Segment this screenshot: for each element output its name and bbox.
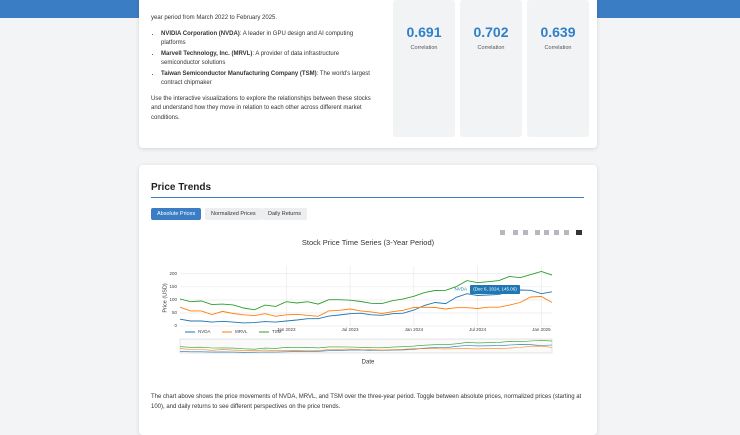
stat-value: 0.702 <box>473 24 509 40</box>
legend-label: NVDA <box>198 329 211 334</box>
tab[interactable]: Normalized Prices <box>205 208 262 220</box>
x-tick-label: Jul 2024 <box>469 327 487 332</box>
x-tick-label: Jan 2023 <box>277 327 296 332</box>
bullet-text: : A leader in GPU design and AI computin… <box>161 30 354 47</box>
intro-paragraph: Use the interactive visualizations to ex… <box>151 95 371 121</box>
stat-box: 0.691 Correlation <box>393 0 455 137</box>
series-line <box>179 296 553 317</box>
range-slider <box>179 338 553 354</box>
x-tick-label: Jan 2025 <box>532 327 551 332</box>
tooltip: (Dec 6, 2024, 145.06) NVDA <box>454 285 520 294</box>
y-tick-label: 150 <box>169 284 177 289</box>
bullet: Marvell Technology, Inc. (MRVL): A provi… <box>161 50 376 69</box>
toolbar-icon[interactable] <box>554 230 559 235</box>
toolbar-icon[interactable] <box>564 230 569 235</box>
section-title: Price Trends <box>151 182 212 193</box>
stat-label: Correlation <box>410 45 438 51</box>
x-tick-label: Jan 2024 <box>405 327 424 332</box>
y-tick-label: 100 <box>169 297 177 302</box>
bullet-name: NVIDIA Corporation (NVDA) <box>161 30 240 37</box>
stat-value: 0.639 <box>540 24 576 40</box>
caption: The chart above shows the price movement… <box>151 394 582 410</box>
series-line <box>179 345 553 352</box>
toolbar-icon[interactable] <box>535 230 540 235</box>
chart: Stock Price Time Series (3-Year Period) … <box>162 230 582 366</box>
tooltip-series: NVDA <box>454 287 467 292</box>
intro-text: year period from March 2022 to February … <box>151 14 376 123</box>
bullet-text: : A provider of data infrastructure semi… <box>161 50 340 67</box>
chart-title: Stock Price Time Series (3-Year Period) <box>302 238 435 247</box>
series-line <box>179 339 553 350</box>
bullet-name: Taiwan Semiconductor Manufacturing Compa… <box>161 70 317 77</box>
toolbar-icon[interactable] <box>523 230 528 235</box>
series-line <box>179 344 553 353</box>
stat-label: Correlation <box>477 45 505 51</box>
toolbar-icon[interactable] <box>513 230 518 235</box>
toolbar-icon[interactable] <box>576 230 582 235</box>
tab[interactable]: Daily Returns <box>262 208 308 220</box>
y-tick-label: 200 <box>169 271 177 276</box>
x-tick-label: Jul 2023 <box>342 327 360 332</box>
tab[interactable]: Absolute Prices <box>151 208 202 220</box>
y-tick-label: 0 <box>174 323 177 328</box>
stat-label: Correlation <box>544 45 572 51</box>
stat-value: 0.691 <box>406 24 442 40</box>
bullet-text: : The world's largest contract chipmaker <box>161 70 370 87</box>
page: OverviewPrice TrendsCorrelationsTime Ana… <box>0 0 740 419</box>
intro-lead: year period from March 2022 to February … <box>151 15 278 21</box>
title-rule <box>151 197 584 198</box>
legend-label: MRVL <box>235 329 248 334</box>
stat-box: 0.639 Correlation <box>527 0 589 137</box>
tooltip-text: (Dec 6, 2024, 145.06) <box>473 287 517 292</box>
series-line <box>179 289 553 324</box>
y-axis-label: Price (USD) <box>162 283 168 313</box>
bullet: NVIDIA Corporation (NVDA): A leader in G… <box>161 30 376 49</box>
bullet-list: NVIDIA Corporation (NVDA): A leader in G… <box>151 30 376 89</box>
x-axis-label: Date <box>362 360 375 366</box>
bullet: Taiwan Semiconductor Manufacturing Compa… <box>161 70 376 89</box>
legend-label: TSM <box>272 329 282 334</box>
stat-box: 0.702 Correlation <box>460 0 522 137</box>
toolbar-icon[interactable] <box>500 230 505 235</box>
bullet-name: Marvell Technology, Inc. (MRVL) <box>161 50 253 57</box>
toolbar-icon[interactable] <box>544 230 549 235</box>
y-tick-label: 50 <box>172 310 178 315</box>
tooltip-box <box>470 285 520 294</box>
plot: 0 50 100 150 200 Jan 2023 Jul 2023 Jan 2024 Jul … <box>169 266 553 354</box>
series-line <box>179 271 553 311</box>
toolbar <box>500 230 582 235</box>
